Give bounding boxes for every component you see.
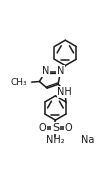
Text: CH₃: CH₃ bbox=[11, 78, 27, 87]
Text: O: O bbox=[64, 123, 72, 133]
Text: N: N bbox=[41, 66, 49, 76]
Text: N: N bbox=[56, 66, 64, 76]
Text: S: S bbox=[51, 123, 58, 133]
Text: Na: Na bbox=[80, 135, 93, 145]
Text: O: O bbox=[38, 123, 46, 133]
Text: NH₂: NH₂ bbox=[46, 135, 64, 145]
Text: NH: NH bbox=[57, 87, 71, 97]
